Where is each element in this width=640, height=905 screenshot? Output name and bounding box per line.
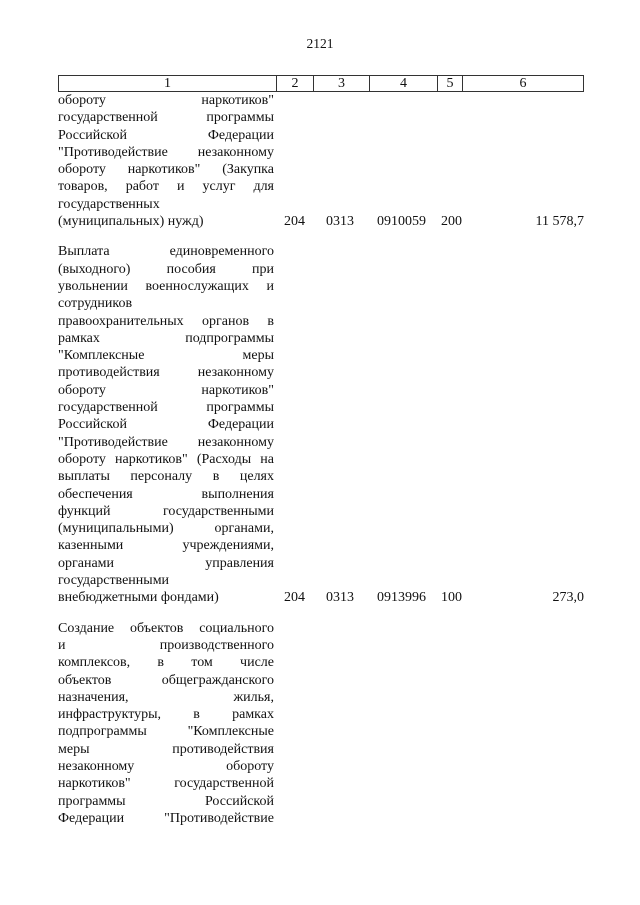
description-line: Выплата единовременного: [58, 244, 274, 260]
cell-col5: 200: [441, 214, 462, 230]
cell-col2: 204: [284, 590, 305, 606]
description-line: наркотиков" государственной: [58, 776, 274, 792]
cell-col4: 0913996: [377, 590, 426, 606]
description-line: (муниципальными) органами,: [58, 521, 274, 537]
header-col-2: 2: [277, 76, 314, 91]
description-line: "Противодействие незаконному: [58, 144, 274, 160]
description-line: обороту наркотиков": [58, 382, 274, 398]
header-col-3: 3: [314, 76, 370, 91]
cell-col2: 204: [284, 214, 305, 230]
cell-col6: 273,0: [552, 590, 585, 606]
description-line: увольнении военнослужащих и: [58, 278, 274, 294]
description-line: Российской Федерации: [58, 417, 274, 433]
cell-col4: 0910059: [377, 214, 426, 230]
description-line: органами управления: [58, 555, 274, 571]
cell-col6: [471, 810, 584, 827]
description-line: товаров, работ и услуг для: [58, 179, 274, 195]
description-line: Федерации "Противодействие: [58, 810, 274, 826]
table-row: Создание объектов социального и производс…: [58, 620, 584, 828]
cell-col2: [274, 810, 326, 827]
header-col-5: 5: [438, 76, 463, 91]
description-line: казенными учреждениями,: [58, 538, 274, 554]
table-body: обороту наркотиков" государственной прогр…: [58, 92, 584, 840]
description-line: объектов общегражданского: [58, 672, 274, 688]
description-line: обороту наркотиков": [58, 93, 274, 108]
description-line: инфраструктуры, в рамках: [58, 707, 274, 723]
description-line: и производственного: [58, 637, 274, 653]
description-line: программы Российской: [58, 793, 274, 809]
header-col-4: 4: [370, 76, 438, 91]
row-description: обороту наркотиков" государственной прогр…: [58, 92, 274, 230]
description-line: противодействия незаконному: [58, 365, 274, 381]
cell-col6: 11 578,7: [535, 214, 584, 230]
description-line: меры противодействия: [58, 741, 274, 757]
description-line: обороту наркотиков" (Закупка: [58, 162, 274, 178]
cell-col5: [441, 810, 471, 827]
description-line: Российской Федерации: [58, 127, 274, 143]
cell-col3: 0313: [326, 590, 354, 606]
cell-col3: [326, 810, 373, 827]
cell-col4: [373, 810, 441, 827]
description-line: (муниципальных) нужд): [58, 214, 204, 230]
description-line: внебюджетными фондами): [58, 590, 219, 606]
table-row: Выплата единовременного (выходного) пособ…: [58, 243, 584, 606]
table-row: обороту наркотиков" государственной прогр…: [58, 92, 584, 230]
description-line: назначения, жилья,: [58, 689, 274, 705]
description-line: функций государственными: [58, 503, 274, 519]
description-line: (выходного) пособия при: [58, 261, 274, 277]
description-line: сотрудников: [58, 296, 133, 312]
row-description: Выплата единовременного (выходного) пособ…: [58, 243, 274, 606]
description-line: государственными: [58, 573, 170, 589]
description-line: государственных: [58, 196, 160, 212]
cell-col3: 0313: [326, 214, 354, 230]
description-line: государственной программы: [58, 110, 274, 126]
description-line: выплаты персоналу в целях: [58, 469, 274, 485]
table-header: 1 2 3 4 5 6: [58, 75, 584, 92]
description-line: обороту наркотиков" (Расходы на: [58, 451, 274, 467]
description-line: правоохранительных органов в: [58, 313, 274, 329]
description-line: подпрограммы "Комплексные: [58, 724, 274, 740]
description-line: рамках подпрограммы: [58, 330, 274, 346]
description-line: комплексов, в том числе: [58, 655, 274, 671]
row-description: Создание объектов социального и производс…: [58, 620, 274, 828]
page-number: 2121: [306, 36, 334, 51]
header-col-1: 1: [59, 76, 277, 91]
description-line: Создание объектов социального: [58, 620, 274, 636]
description-line: государственной программы: [58, 400, 274, 416]
description-line: "Комплексные меры: [58, 348, 274, 364]
description-line: "Противодействие незаконному: [58, 434, 274, 450]
header-col-6: 6: [519, 76, 527, 91]
description-line: обеспечения выполнения: [58, 486, 274, 502]
description-line: незаконному обороту: [58, 758, 274, 774]
cell-col5: 100: [441, 590, 462, 606]
